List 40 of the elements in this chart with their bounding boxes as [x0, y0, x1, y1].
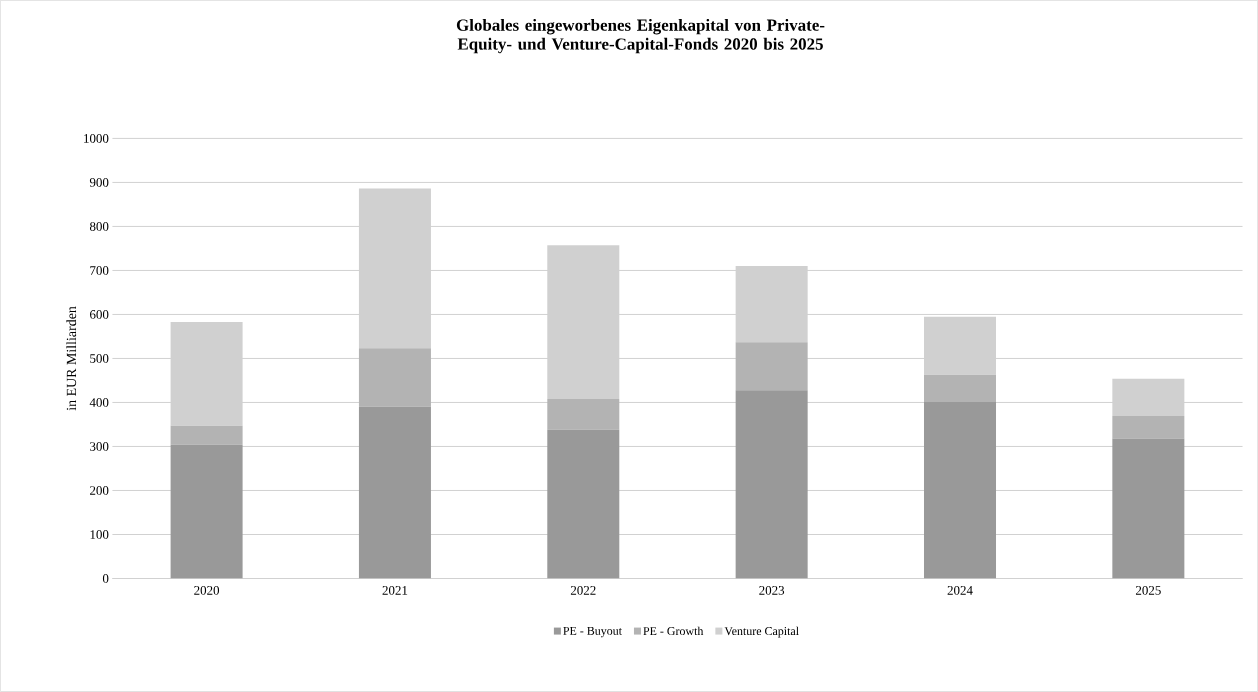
bar	[170, 321, 243, 426]
y-tick-label: 0	[102, 574, 109, 583]
y-tick-label: 500	[90, 354, 109, 363]
bar	[547, 245, 620, 399]
y-tick-label: 900	[89, 178, 109, 187]
y-tick-label: 400	[89, 398, 109, 407]
chart-title: Globales eingeworbenes Eigenkapital von Private-Equity- und Venture-Capital-Fonds 2020 bis 2025	[456, 18, 825, 54]
x-tick-label: 2020	[194, 586, 220, 595]
x-tick-label: 2022	[570, 586, 596, 595]
bar	[547, 429, 620, 579]
y-tick-label: 100	[90, 530, 109, 539]
y-tick-label: 600	[90, 310, 109, 319]
bar	[170, 444, 243, 579]
y-tick-label: 200	[90, 486, 109, 495]
bar	[358, 406, 431, 579]
x-tick-label: 2025	[1135, 586, 1161, 595]
bar	[735, 342, 808, 391]
legend-label: Venture Capital	[724, 626, 799, 638]
x-tick-label: 2021	[382, 586, 408, 595]
bar	[923, 316, 997, 375]
bar	[358, 348, 431, 407]
legend-label: PE - Buyout	[563, 626, 622, 638]
y-tick-label: 300	[90, 442, 109, 451]
bar	[1112, 378, 1185, 417]
bar	[358, 188, 431, 349]
y-tick-label: 1000	[84, 134, 109, 143]
bar	[923, 374, 997, 403]
y-axis-title: in EUR Milliarden	[66, 306, 77, 411]
bar	[735, 390, 808, 579]
bar	[923, 402, 997, 579]
legend-label: PE - Growth	[643, 626, 704, 636]
bar	[1112, 438, 1185, 579]
bar	[735, 266, 808, 343]
y-tick-label: 800	[89, 222, 109, 231]
x-tick-label: 2024	[947, 586, 973, 595]
x-tick-label: 2023	[759, 586, 785, 595]
bar	[170, 425, 243, 445]
y-tick-label: 700	[90, 266, 109, 275]
bar	[547, 398, 620, 430]
bar	[1112, 416, 1185, 439]
